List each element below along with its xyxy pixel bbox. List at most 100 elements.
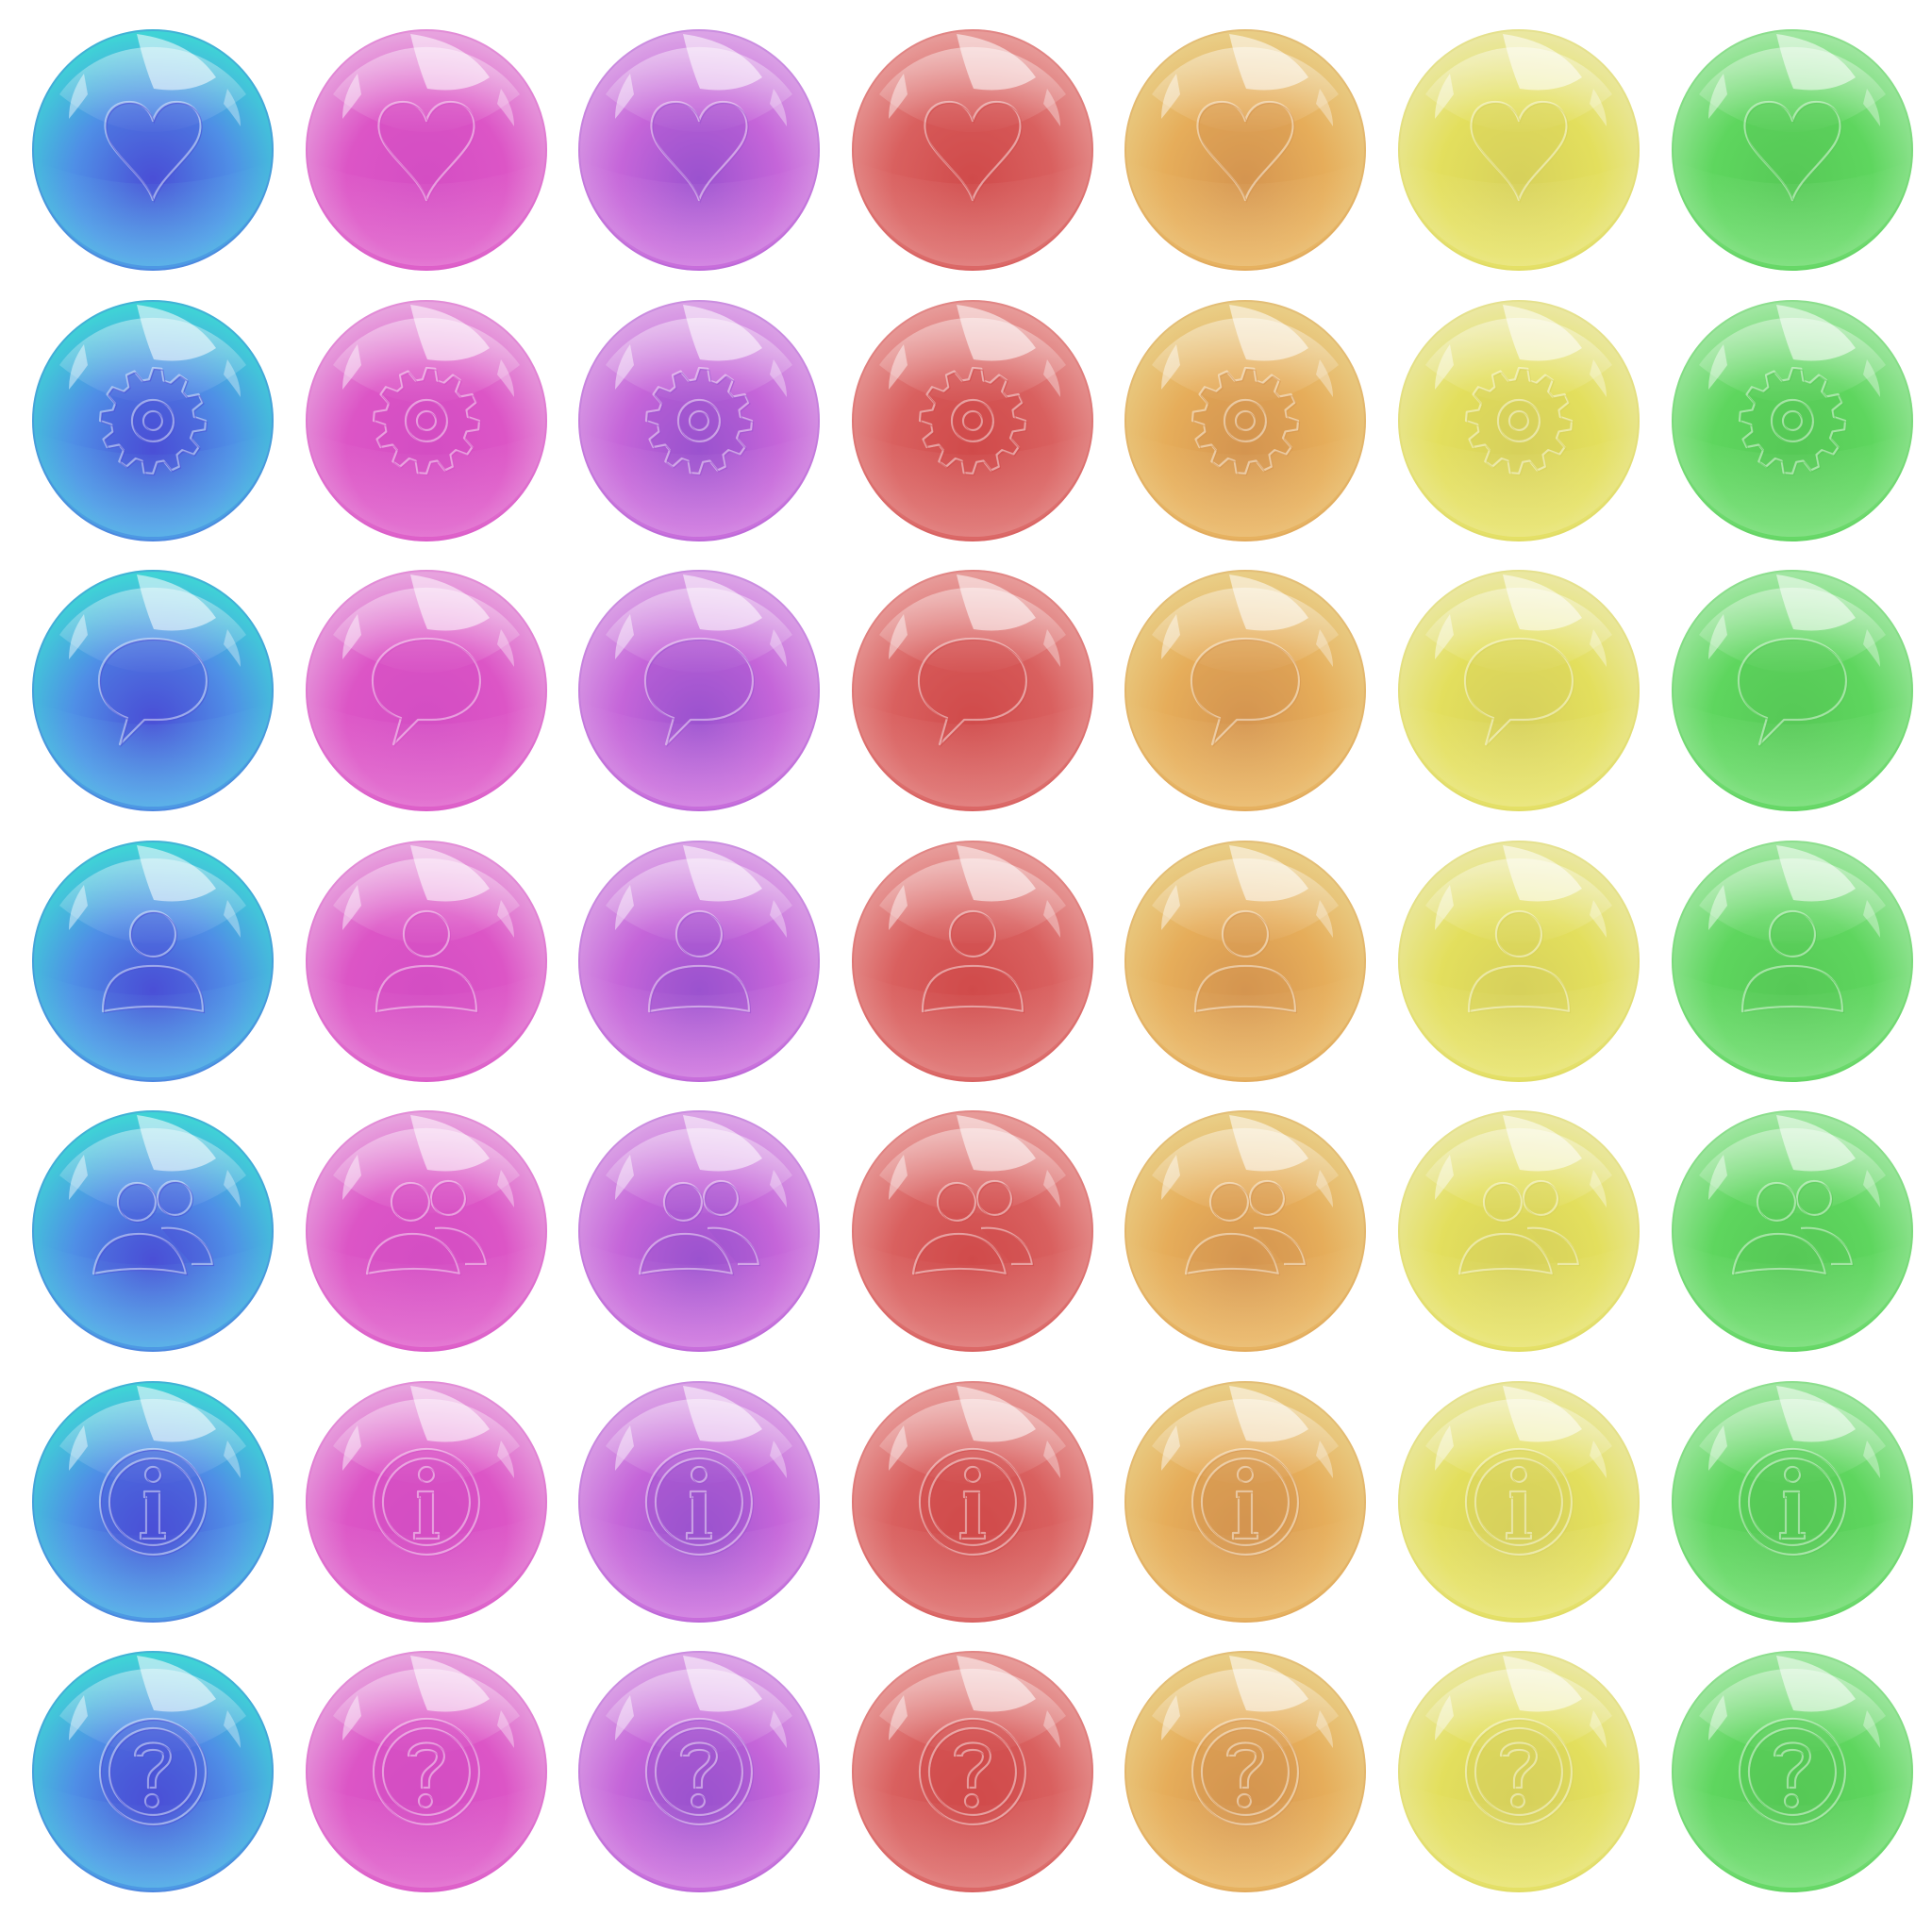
orb-glyph — [1731, 359, 1854, 482]
orb-ball — [1124, 1651, 1367, 1892]
info-icon — [1738, 1447, 1847, 1557]
orb-glyph — [911, 629, 1034, 752]
green-heart-button[interactable] — [1671, 28, 1914, 272]
info-icon — [918, 1447, 1027, 1557]
orb-ball — [1398, 840, 1640, 1082]
orb-ball — [305, 299, 547, 541]
orb-ball — [578, 29, 821, 271]
orb-glyph — [92, 1710, 214, 1833]
blue-help-button[interactable] — [31, 1650, 275, 1893]
purple-gear-button[interactable] — [577, 299, 821, 542]
purple-heart-button[interactable] — [577, 28, 821, 272]
user-icon — [101, 909, 206, 1013]
gear-icon — [645, 366, 755, 475]
orb-glyph — [92, 1170, 215, 1292]
orange-user-button[interactable] — [1124, 840, 1367, 1083]
orb-glyph — [365, 629, 488, 752]
yellow-speech-bubble-button[interactable] — [1397, 569, 1641, 812]
speech-bubble-icon — [1737, 637, 1848, 748]
orb-glyph — [638, 900, 760, 1023]
magenta-speech-bubble-button[interactable] — [305, 569, 548, 812]
red-help-button[interactable] — [851, 1650, 1094, 1893]
users-icon — [1185, 1179, 1307, 1276]
orange-info-button[interactable] — [1124, 1380, 1367, 1624]
orb-ball — [851, 840, 1093, 1082]
yellow-user-button[interactable] — [1397, 840, 1641, 1083]
orb-ball — [305, 29, 547, 271]
orb-glyph — [92, 359, 214, 482]
help-icon — [1191, 1717, 1301, 1827]
info-icon — [372, 1447, 481, 1557]
red-info-button[interactable] — [851, 1380, 1094, 1624]
heart-icon — [650, 100, 749, 204]
orange-speech-bubble-button[interactable] — [1124, 569, 1367, 812]
yellow-help-button[interactable] — [1397, 1650, 1641, 1893]
orb-ball — [305, 1380, 547, 1623]
green-gear-button[interactable] — [1671, 299, 1914, 542]
help-icon — [1464, 1717, 1574, 1827]
blue-info-button[interactable] — [31, 1380, 275, 1624]
orb-ball — [851, 570, 1093, 811]
orange-heart-button[interactable] — [1124, 28, 1367, 272]
red-speech-bubble-button[interactable] — [851, 569, 1094, 812]
orb-ball — [851, 1651, 1093, 1892]
orb-glyph — [365, 900, 488, 1023]
orange-help-button[interactable] — [1124, 1650, 1367, 1893]
red-gear-button[interactable] — [851, 299, 1094, 542]
yellow-info-button[interactable] — [1397, 1380, 1641, 1624]
purple-info-button[interactable] — [577, 1380, 821, 1624]
green-user-button[interactable] — [1671, 840, 1914, 1083]
green-users-button[interactable] — [1671, 1109, 1914, 1353]
orb-ball — [1398, 1110, 1640, 1352]
orb-ball — [1671, 299, 1913, 541]
magenta-info-button[interactable] — [305, 1380, 548, 1624]
blue-gear-button[interactable] — [31, 299, 275, 542]
green-speech-bubble-button[interactable] — [1671, 569, 1914, 812]
orb-glyph — [1731, 89, 1854, 211]
green-info-button[interactable] — [1671, 1380, 1914, 1624]
red-heart-button[interactable] — [851, 28, 1094, 272]
orb-ball — [1671, 1651, 1913, 1892]
yellow-heart-button[interactable] — [1397, 28, 1641, 272]
purple-help-button[interactable] — [577, 1650, 821, 1893]
user-icon — [921, 909, 1024, 1013]
purple-speech-bubble-button[interactable] — [577, 569, 821, 812]
orange-users-button[interactable] — [1124, 1109, 1367, 1353]
purple-users-button[interactable] — [577, 1109, 821, 1353]
red-users-button[interactable] — [851, 1109, 1094, 1353]
magenta-user-button[interactable] — [305, 840, 548, 1083]
orb-glyph — [638, 1441, 760, 1563]
orange-gear-button[interactable] — [1124, 299, 1367, 542]
orb-glyph — [638, 89, 760, 211]
blue-user-button[interactable] — [31, 840, 275, 1083]
orb-ball — [32, 840, 274, 1082]
yellow-gear-button[interactable] — [1397, 299, 1641, 542]
blue-heart-button[interactable] — [31, 28, 275, 272]
red-user-button[interactable] — [851, 840, 1094, 1083]
magenta-users-button[interactable] — [305, 1109, 548, 1353]
orb-glyph — [1457, 629, 1580, 752]
orb-ball — [1124, 570, 1367, 811]
speech-bubble-icon — [1191, 637, 1302, 748]
yellow-users-button[interactable] — [1397, 1109, 1641, 1353]
users-icon — [365, 1179, 488, 1276]
magenta-help-button[interactable] — [305, 1650, 548, 1893]
blue-users-button[interactable] — [31, 1109, 275, 1353]
orb-ball — [1124, 299, 1367, 541]
orb-ball — [32, 1110, 274, 1352]
magenta-heart-button[interactable] — [305, 28, 548, 272]
orb-glyph — [1457, 900, 1580, 1023]
purple-user-button[interactable] — [577, 840, 821, 1083]
blue-speech-bubble-button[interactable] — [31, 569, 275, 812]
orb-glyph — [1457, 1710, 1580, 1833]
orb-ball — [851, 1380, 1093, 1623]
orb-glyph — [365, 1170, 488, 1292]
info-icon — [1464, 1447, 1574, 1557]
orb-ball — [1671, 840, 1913, 1082]
orb-glyph — [638, 629, 760, 752]
orb-glyph — [92, 1441, 214, 1563]
green-help-button[interactable] — [1671, 1650, 1914, 1893]
orb-glyph — [911, 1710, 1034, 1833]
magenta-gear-button[interactable] — [305, 299, 548, 542]
